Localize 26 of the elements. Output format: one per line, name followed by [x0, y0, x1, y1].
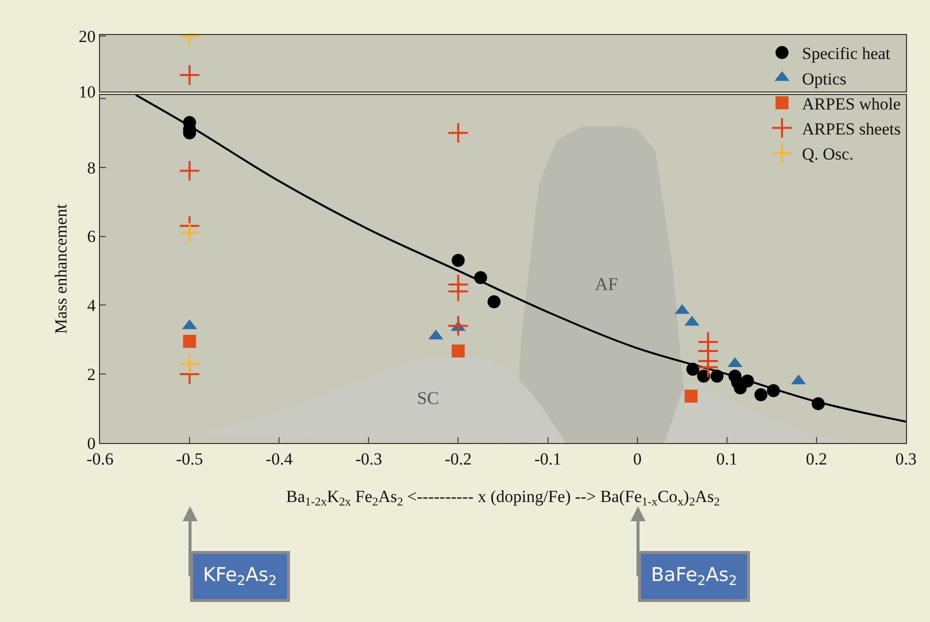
y-tick-label: 10	[78, 82, 96, 102]
text: Ba$_{1-2x}$K$_{2x}$ Fe$_{2}$As$_{2}$ <---------- x (doping/Fe) --> Ba(Fe$_{1-x}$Co$_{x}$)$_{2}$As$_{2}$	[286, 486, 720, 508]
legend-label: Specific heat	[802, 44, 891, 64]
legend-label: ARPES sheets	[802, 119, 901, 138]
series-label: SC	[417, 388, 440, 408]
y-axis-title: Mass enhancement	[52, 204, 71, 334]
x-tick-label: -0.3	[355, 449, 382, 468]
x-tick-label: 0.1	[716, 449, 738, 468]
x-tick-label: -0.1	[534, 449, 562, 468]
y-tick-label: 8	[87, 158, 96, 178]
y-tick-label: 2	[87, 365, 96, 384]
x-tick-label: 0	[633, 449, 642, 468]
y-tick-label: 4	[87, 296, 96, 316]
series-label: AF	[595, 274, 618, 294]
x-tick-label: -0.5	[176, 449, 204, 468]
x-tick-label: -0.2	[444, 449, 472, 468]
x-tick-label: 0.3	[895, 449, 917, 468]
x-tick-label: 0.2	[806, 449, 828, 468]
text: BaFe$_{2}$As$_{2}$	[651, 564, 738, 589]
legend-label: Q. Osc.	[802, 144, 854, 164]
x-tick-label: -0.4	[266, 449, 294, 468]
y-tick-label: 20	[78, 27, 96, 46]
text: KFe$_{2}$As$_{2}$	[203, 564, 277, 589]
y-tick-label: 6	[87, 227, 96, 246]
legend-label: Optics	[802, 69, 846, 88]
legend-label: ARPES whole	[802, 94, 901, 114]
